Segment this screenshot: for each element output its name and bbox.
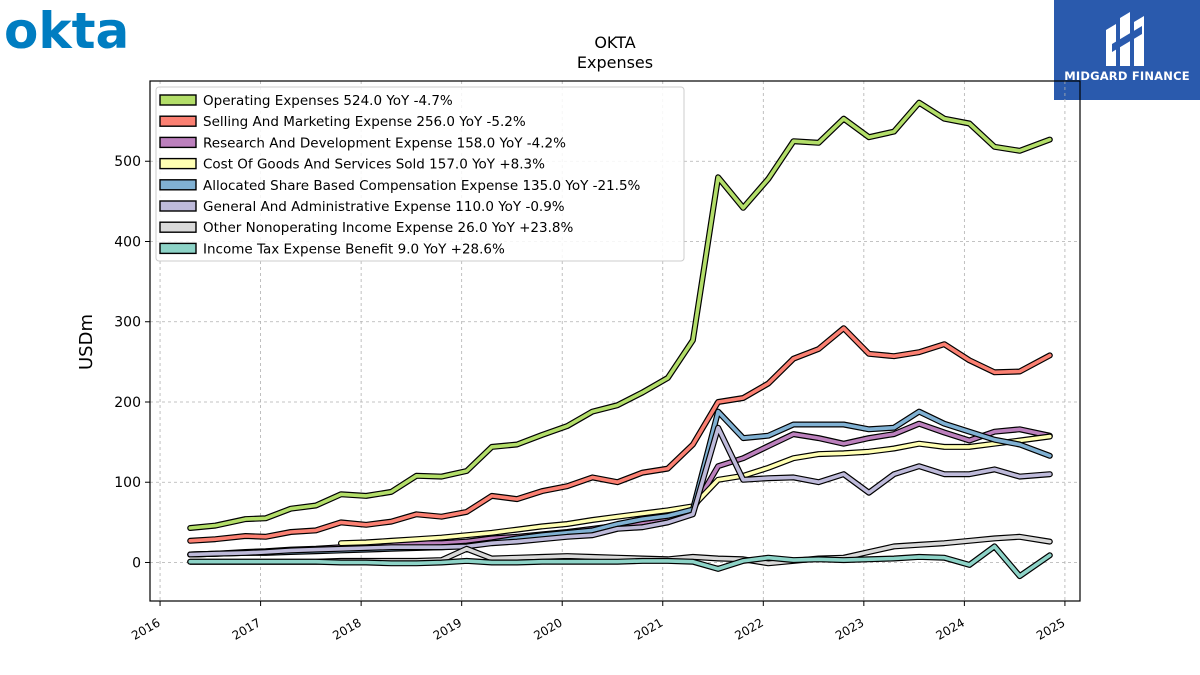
y-tick-label: 400 — [114, 234, 141, 250]
legend-entry: Selling And Marketing Expense 256.0 YoY … — [203, 114, 526, 130]
x-tick-label: 2025 — [1034, 615, 1067, 642]
legend-swatch — [159, 179, 197, 191]
series-line — [187, 325, 1053, 544]
series-line — [187, 99, 1053, 531]
x-tick-label: 2023 — [833, 615, 866, 642]
legend-entry: Allocated Share Based Compensation Expen… — [203, 178, 641, 194]
legend-swatch — [159, 221, 197, 233]
series-line-outline — [187, 325, 1053, 544]
legend-entry: General And Administrative Expense 110.0… — [203, 199, 565, 215]
x-tick-label: 2016 — [129, 615, 162, 642]
legend-swatch — [159, 242, 197, 255]
x-tick-label: 2021 — [632, 615, 665, 642]
y-tick-label: 300 — [114, 315, 141, 331]
chart-subtitle: Expenses — [577, 53, 653, 72]
y-tick-label: 0 — [132, 555, 141, 571]
series-line — [187, 424, 1053, 558]
plot-frame — [149, 80, 1081, 602]
x-tick-label: 2020 — [531, 615, 564, 642]
midgard-finance-emblem-icon — [1106, 12, 1144, 66]
series-line-stroke — [188, 425, 1052, 557]
x-tick-label: 2022 — [732, 615, 765, 642]
midgard-finance-badge: MIDGARD FINANCE — [1054, 0, 1200, 100]
legend-swatch — [159, 115, 197, 127]
x-tick-label: 2019 — [431, 615, 464, 642]
legend-entry: Income Tax Expense Benefit 9.0 YoY +28.6… — [203, 241, 505, 257]
series-line-stroke — [188, 100, 1052, 530]
y-axis-label: USDm — [76, 314, 97, 370]
okta-logo-text: okta — [4, 2, 129, 54]
legend-entry: Cost Of Goods And Services Sold 157.0 Yo… — [203, 157, 545, 173]
chart-title: OKTA — [594, 33, 635, 52]
x-tick-label: 2024 — [933, 615, 966, 642]
legend-swatch — [159, 94, 197, 106]
series-line-stroke — [188, 544, 1052, 578]
y-tick-label: 100 — [114, 475, 141, 491]
x-tick-label: 2017 — [230, 615, 263, 642]
series-layer — [187, 99, 1053, 580]
legend: Operating Expenses 524.0 YoY -4.7% Sellin… — [155, 86, 685, 262]
legend-entry: Research And Development Expense 158.0 Y… — [203, 135, 566, 151]
series-line-stroke — [188, 326, 1052, 543]
legend-swatch — [159, 136, 197, 149]
y-tick-label: 500 — [114, 154, 141, 170]
series-line — [187, 543, 1053, 580]
okta-logo: okta — [4, 2, 129, 54]
x-tick-label: 2018 — [330, 615, 363, 642]
legend-swatch — [159, 200, 197, 212]
y-tick-label: 200 — [114, 395, 141, 411]
legend-entry: Operating Expenses 524.0 YoY -4.7% — [203, 93, 453, 109]
brand-name: MIDGARD FINANCE — [1064, 69, 1190, 83]
legend-swatch — [159, 157, 197, 170]
legend-entry: Other Nonoperating Income Expense 26.0 Y… — [203, 220, 573, 236]
legend-box — [155, 86, 685, 262]
